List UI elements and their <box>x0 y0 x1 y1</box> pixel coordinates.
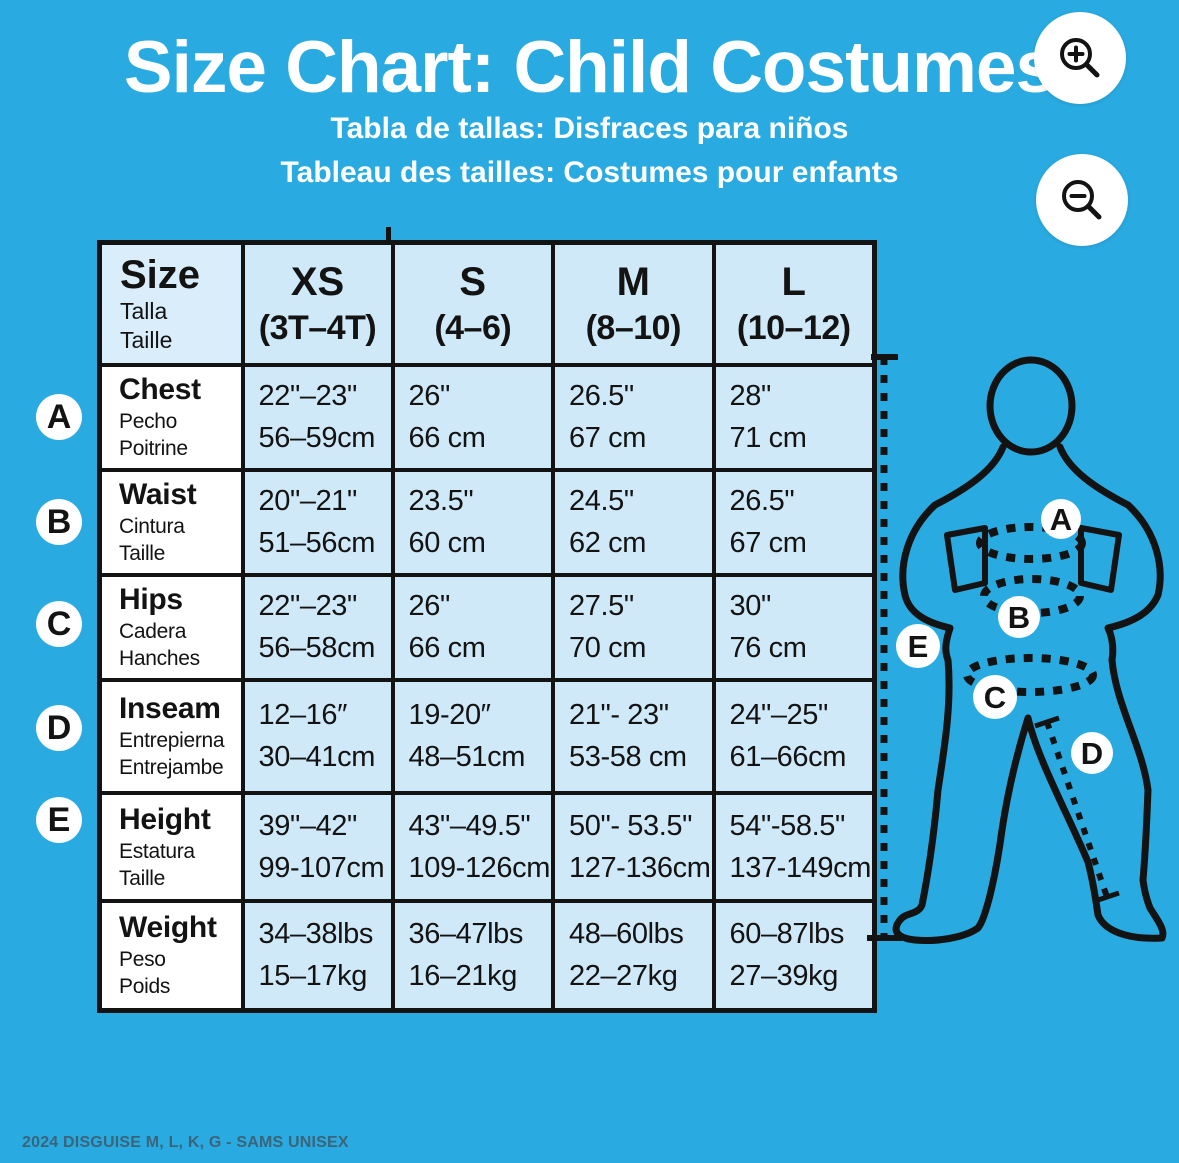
cell-hips-s: 26" 66 cm <box>390 572 555 682</box>
row-label-waist: Waist Cintura Taille <box>97 467 245 577</box>
row-label-inseam: Inseam Entrepierna Entrejambe <box>97 677 245 795</box>
row-label-chest: Chest Pecho Poitrine <box>97 362 245 472</box>
col-header-s: S (4–6) <box>390 240 555 367</box>
cell-chest-xs: 22"–23" 56–59cm <box>240 362 395 472</box>
cell-hips-l: 30" 76 cm <box>711 572 877 682</box>
zoom-in-button[interactable] <box>1034 12 1126 104</box>
measure-badge-e: E <box>36 797 82 843</box>
diagram-badge-a: A <box>1050 502 1072 537</box>
row-label-height: Height Estatura Taille <box>97 790 245 903</box>
cell-height-m: 50"- 53.5" 127-136cm <box>551 790 716 903</box>
cell-chest-s: 26" 66 cm <box>390 362 555 472</box>
subtitle-french: Tableau des tailles: Costumes pour enfan… <box>280 156 899 189</box>
column-divider-tick <box>386 227 391 241</box>
cell-chest-m: 26.5" 67 cm <box>551 362 716 472</box>
measure-badge-b: B <box>36 499 82 545</box>
cell-height-l: 54"-58.5" 137-149cm <box>711 790 877 903</box>
footer-note: 2024 DISGUISE M, L, K, G - SAMS UNISEX <box>22 1134 349 1151</box>
height-measure-line <box>867 354 902 941</box>
cell-chest-l: 28" 71 cm <box>711 362 877 472</box>
table-row-chest: Chest Pecho Poitrine 22"–23" 56–59cm 26" 6… <box>97 362 877 472</box>
size-table: Size Talla Taille XS (3T–4T) S (4–6) M (… <box>97 240 877 1013</box>
cell-hips-xs: 22"–23" 56–58cm <box>240 572 395 682</box>
cell-hips-m: 27.5" 70 cm <box>551 572 716 682</box>
hips-measure-ellipse <box>963 654 1097 696</box>
cell-height-s: 43"–49.5" 109-126cm <box>390 790 555 903</box>
magnifier-minus-icon <box>1062 180 1102 220</box>
table-row-weight: Weight Peso Poids 34–38lbs 15–17kg 36–47l… <box>97 898 877 1013</box>
col-header-xs: XS (3T–4T) <box>240 240 395 367</box>
cell-inseam-l: 24"–25" 61–66cm <box>711 677 877 795</box>
inseam-measure-line <box>1034 715 1120 904</box>
cell-waist-xs: 20"–21" 51–56cm <box>240 467 395 577</box>
cell-height-xs: 39"–42" 99-107cm <box>240 790 395 903</box>
col-header-m: M (8–10) <box>551 240 716 367</box>
measure-ellipses <box>963 523 1097 696</box>
measure-badge-a: A <box>36 394 82 440</box>
cell-waist-l: 26.5" 67 cm <box>711 467 877 577</box>
child-body-outline <box>892 356 1167 944</box>
diagram-badge-d: D <box>1081 736 1103 771</box>
col-header-l: L (10–12) <box>711 240 877 367</box>
row-label-hips: Hips Cadera Hanches <box>97 572 245 682</box>
table-row-waist: Waist Cintura Taille 20"–21" 51–56cm 23.5… <box>97 467 877 577</box>
diagram-letter-badges: A B C D E <box>896 499 1113 774</box>
body-measurement-diagram: A B C D E <box>867 354 1167 944</box>
cell-weight-xs: 34–38lbs 15–17kg <box>240 898 395 1013</box>
cell-weight-s: 36–47lbs 16–21kg <box>390 898 555 1013</box>
measure-badge-c: C <box>36 601 82 647</box>
diagram-badge-e: E <box>908 629 929 664</box>
row-label-weight: Weight Peso Poids <box>97 898 245 1013</box>
cell-weight-m: 48–60lbs 22–27kg <box>551 898 716 1013</box>
diagram-badge-b: B <box>1008 600 1030 635</box>
subtitle-spanish: Tabla de tallas: Disfraces para niños <box>330 112 849 145</box>
cell-inseam-m: 21"- 23" 53-58 cm <box>551 677 716 795</box>
cell-waist-m: 24.5" 62 cm <box>551 467 716 577</box>
cell-waist-s: 23.5" 60 cm <box>390 467 555 577</box>
table-row-hips: Hips Cadera Hanches 22"–23" 56–58cm 26" 66… <box>97 572 877 682</box>
diagram-badge-c: C <box>984 680 1006 715</box>
corner-cell: Size Talla Taille <box>97 240 245 367</box>
measure-badge-d: D <box>36 705 82 751</box>
zoom-out-button[interactable] <box>1036 154 1128 246</box>
page-title: Size Chart: Child Costumes <box>123 27 1056 108</box>
cell-inseam-xs: 12–16″ 30–41cm <box>240 677 395 795</box>
chest-measure-ellipse <box>976 523 1086 563</box>
table-header-row: Size Talla Taille XS (3T–4T) S (4–6) M (… <box>97 240 877 367</box>
table-row-inseam: Inseam Entrepierna Entrejambe 12–16″ 30–4… <box>97 677 877 795</box>
cell-inseam-s: 19-20″ 48–51cm <box>390 677 555 795</box>
waist-measure-ellipse <box>980 575 1084 617</box>
magnifier-plus-icon <box>1060 38 1100 78</box>
cell-weight-l: 60–87lbs 27–39kg <box>711 898 877 1013</box>
table-row-height: Height Estatura Taille 39"–42" 99-107cm 4… <box>97 790 877 903</box>
